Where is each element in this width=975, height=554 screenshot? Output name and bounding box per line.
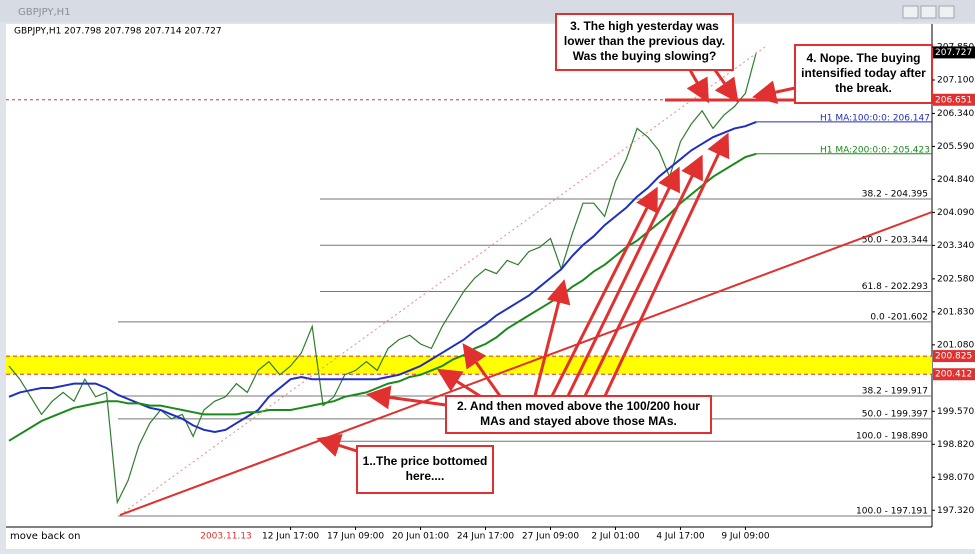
arrow: [462, 343, 502, 397]
annotation-text: here....: [406, 469, 445, 483]
close-button[interactable]: [938, 5, 955, 19]
arrow: [533, 279, 571, 397]
y-tick-label: 202.580: [937, 274, 974, 284]
maximize-button[interactable]: [920, 5, 937, 19]
price-label: 200.825: [935, 352, 972, 362]
price-label: 200.412: [935, 370, 972, 380]
fib-label: 0.0 -201.602: [870, 312, 928, 322]
fib-label: 38.2 - 204.395: [862, 190, 928, 200]
annotation-box: [445, 395, 712, 434]
fib-label: 50.0 - 199.397: [862, 409, 928, 419]
arrows: [316, 69, 796, 457]
moving-average: [8, 120, 757, 434]
price-label: 207.727: [935, 48, 972, 58]
annotation-text: 1..The price bottomed: [363, 454, 488, 468]
price-axis: [932, 24, 975, 527]
annotation-box: [794, 44, 933, 104]
y-tick-label: 199.570: [937, 407, 974, 417]
arrow: [752, 80, 796, 104]
fib-label: 61.8 - 202.293: [862, 282, 928, 292]
window-title: GBPJPY,H1: [18, 7, 71, 18]
y-tick-label: 206.340: [937, 109, 974, 119]
x-tick-label: 27 Jun 09:00: [522, 532, 579, 542]
plot-area: [6, 24, 932, 527]
annotation-box: [356, 445, 494, 494]
y-tick-label: 204.840: [937, 175, 974, 185]
arrow: [686, 69, 709, 104]
price-label-box: [933, 93, 975, 106]
x-tick-label: 24 Jun 17:00: [457, 532, 514, 542]
annotation-text: the break.: [835, 81, 892, 95]
y-tick-label: 198.070: [937, 473, 974, 483]
annotation-text: Was the buying slowing?: [573, 49, 717, 63]
price-label-box: [933, 350, 975, 363]
x-tick-label: 12 Jun 17:00: [262, 532, 319, 542]
status-text: move back on: [10, 531, 81, 542]
annotation-text: MAs and stayed above those MAs.: [480, 414, 677, 428]
price-label: 206.651: [935, 95, 972, 105]
x-tick-label: 20 Jun 01:00: [392, 532, 449, 542]
ma-label: H1 MA:200:0:0: 205.423: [820, 145, 930, 155]
price-line: [8, 52, 757, 505]
arrow: [366, 385, 447, 410]
minimize-button[interactable]: [902, 5, 919, 19]
y-tick-label: 204.090: [937, 208, 974, 218]
x-tick-label: 17 Jun 09:00: [327, 532, 384, 542]
trend-line: [119, 211, 933, 516]
support-zone: [6, 356, 932, 375]
cursor-date: 2003.11.13: [200, 532, 252, 542]
y-tick-label: 201.830: [937, 307, 974, 317]
x-tick-label: 2 Jul 01:00: [591, 532, 640, 542]
y-tick-label: 207.100: [937, 75, 974, 85]
annotation-text: 4. Nope. The buying: [806, 51, 920, 65]
ma-label: H1 MA:100:0:0: 206.147: [820, 113, 930, 123]
chart-header: GBPJPY,H1 207.798 207.798 207.714 207.72…: [14, 27, 222, 37]
x-tick-label: 4 Jul 17:00: [656, 532, 705, 542]
annotation-text: intensified today after: [801, 66, 926, 80]
arrow: [550, 186, 658, 397]
arrow: [566, 166, 680, 397]
y-tick-label: 201.080: [937, 340, 974, 350]
annotation-text: 2. And then moved above the 100/200 hour: [457, 399, 700, 413]
time-axis: [6, 527, 975, 549]
y-tick-label: 205.590: [937, 142, 974, 152]
price-label-box: [933, 46, 975, 59]
y-tick-label: 203.340: [937, 241, 974, 251]
x-tick-label: 9 Jul 09:00: [721, 532, 770, 542]
annotation-text: lower than the previous day.: [564, 34, 725, 48]
annotation-box: [555, 13, 734, 71]
arrow: [583, 154, 703, 397]
arrow: [603, 132, 730, 397]
arrow: [316, 433, 361, 457]
annotation-text: 3. The high yesterday was: [570, 19, 719, 33]
title-bar: [0, 0, 975, 22]
fib-label: 38.2 - 199.917: [862, 387, 928, 397]
fib-label: 100.0 - 197.191: [856, 506, 928, 516]
fib-label: 100.0 - 198.890: [856, 432, 928, 442]
price-label-box: [933, 368, 975, 381]
fib-label: 50.0 - 203.344: [862, 236, 928, 246]
arrow: [436, 368, 481, 398]
y-tick-label: 198.820: [937, 440, 974, 450]
y-tick-label: 197.320: [937, 506, 974, 516]
arrow: [713, 69, 739, 103]
